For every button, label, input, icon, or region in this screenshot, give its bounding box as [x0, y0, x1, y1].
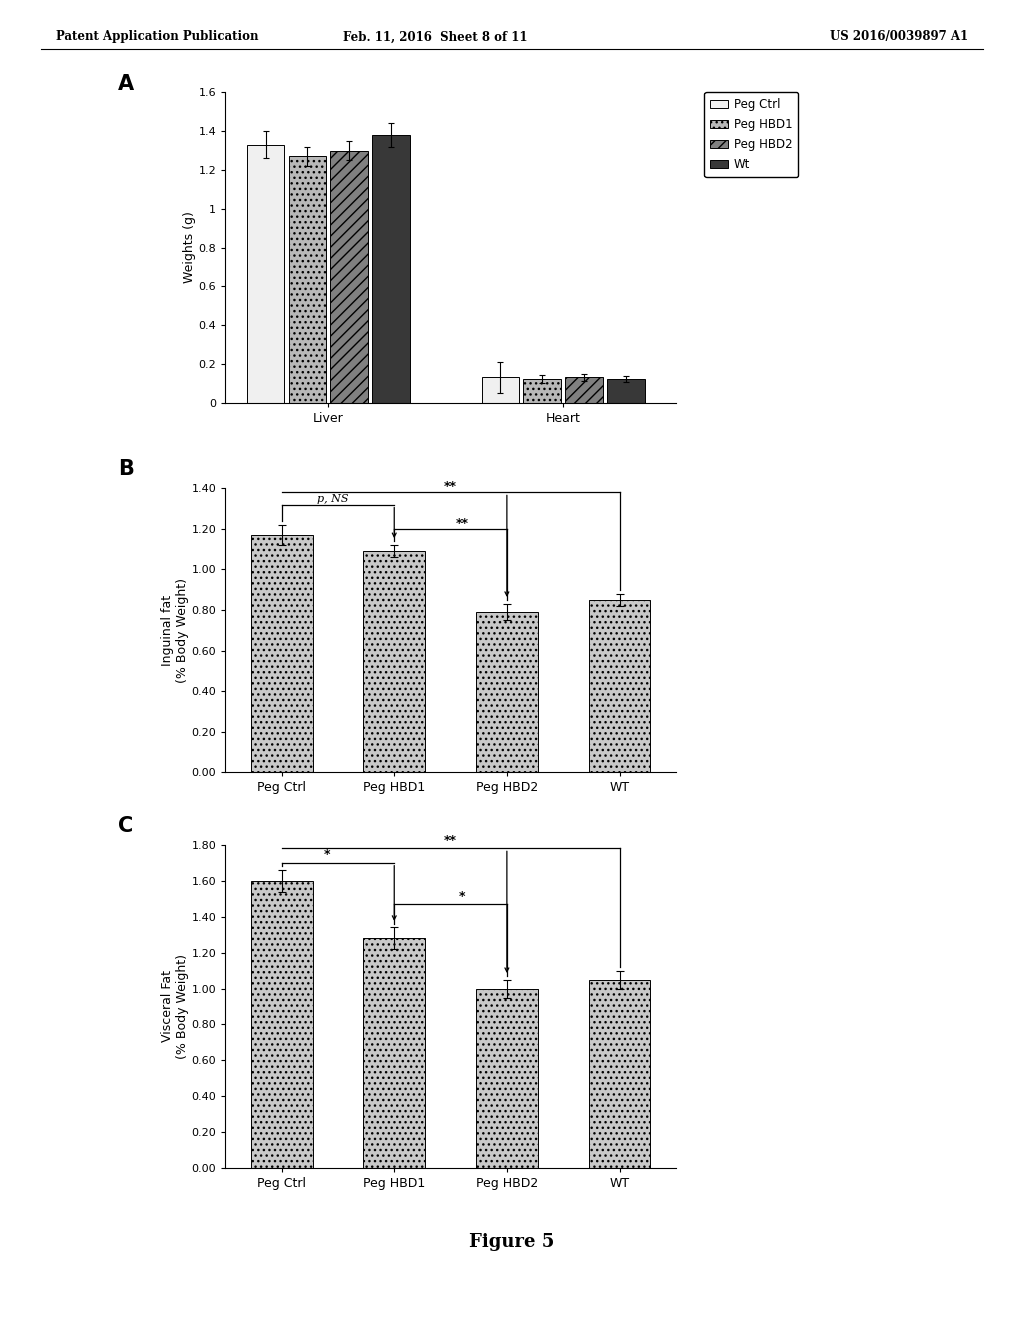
Y-axis label: Inguinal fat
(% Body Weight): Inguinal fat (% Body Weight) [161, 578, 188, 682]
Bar [331, 150, 368, 403]
Bar [589, 979, 650, 1168]
Bar [251, 535, 312, 772]
Text: Feb. 11, 2016  Sheet 8 of 11: Feb. 11, 2016 Sheet 8 of 11 [343, 30, 527, 44]
Legend: Peg Ctrl, Peg HBD1, Peg HBD2, Wt: Peg Ctrl, Peg HBD1, Peg HBD2, Wt [705, 92, 799, 177]
Bar [589, 599, 650, 772]
Bar [364, 939, 425, 1168]
Bar [251, 880, 312, 1168]
Bar [289, 156, 327, 403]
Text: C: C [118, 816, 133, 836]
Text: *: * [459, 890, 465, 903]
Bar [372, 135, 410, 403]
Text: p, NS: p, NS [316, 494, 348, 504]
Text: A: A [118, 74, 134, 94]
Bar [481, 378, 519, 403]
Bar [364, 552, 425, 772]
Text: US 2016/0039897 A1: US 2016/0039897 A1 [829, 30, 968, 44]
Bar [247, 145, 285, 403]
Y-axis label: Weights (g): Weights (g) [182, 211, 196, 284]
Text: Figure 5: Figure 5 [469, 1233, 555, 1251]
Text: B: B [118, 459, 134, 479]
Bar [523, 379, 561, 403]
Bar [565, 378, 603, 403]
Y-axis label: Visceral Fat
(% Body Weight): Visceral Fat (% Body Weight) [161, 954, 188, 1059]
Text: **: ** [444, 480, 457, 494]
Bar [607, 379, 645, 403]
Text: **: ** [456, 516, 468, 529]
Bar [476, 989, 538, 1168]
Text: *: * [324, 849, 330, 861]
Bar [476, 612, 538, 772]
Text: **: ** [444, 834, 457, 847]
Text: Patent Application Publication: Patent Application Publication [56, 30, 259, 44]
